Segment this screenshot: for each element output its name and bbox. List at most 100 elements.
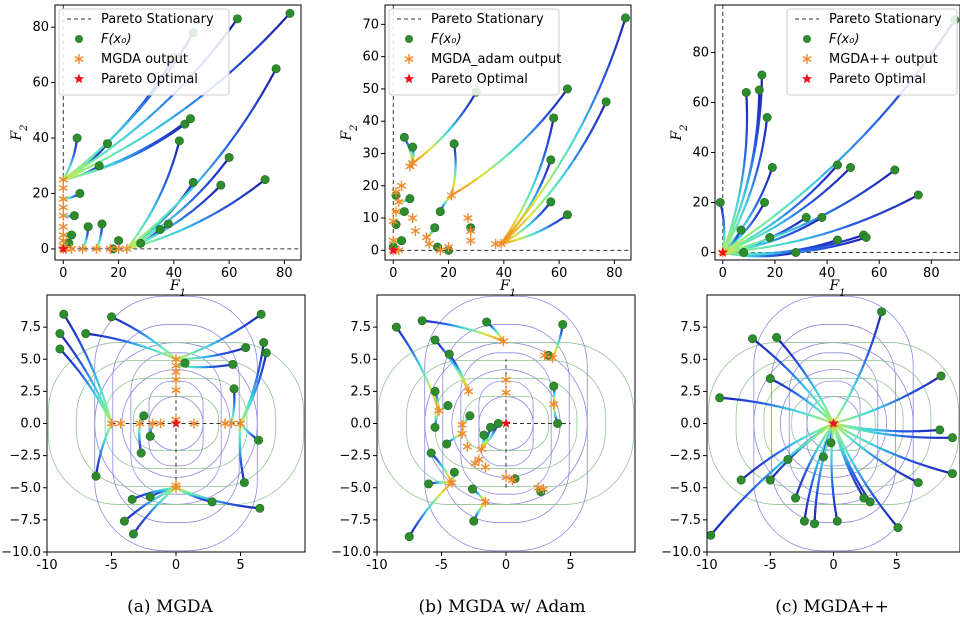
output-star-stroke <box>171 484 181 491</box>
trajectory-segment <box>751 480 762 491</box>
initial-point <box>180 119 190 129</box>
trajectory-segment <box>743 152 747 165</box>
output-star <box>220 418 230 429</box>
x-tick-label: 0 <box>59 266 67 281</box>
trajectory-segment <box>730 222 736 235</box>
trajectory-segment <box>160 182 167 192</box>
trajectory-segment <box>861 429 872 433</box>
trajectory-segment <box>894 396 904 402</box>
axes-frame <box>54 4 302 261</box>
trajectory-segment <box>96 379 102 389</box>
trajectory-segment <box>851 382 857 392</box>
output-star <box>480 462 491 473</box>
legend-label: Pareto Optimal <box>101 72 198 87</box>
trajectory-segment <box>863 354 869 364</box>
trajectory-segment <box>166 168 172 179</box>
output-star <box>155 418 166 429</box>
output-star-stroke <box>58 204 68 211</box>
initial-point <box>83 222 93 232</box>
trajectory-segment <box>867 408 877 414</box>
trajectory-segment <box>835 173 845 183</box>
trajectory-segment <box>584 130 593 143</box>
initial-point <box>465 411 475 421</box>
trajectory-segment <box>731 212 737 225</box>
output-star-stroke <box>538 485 549 493</box>
trajectory-segment <box>726 235 733 246</box>
x-tick-label: 5 <box>236 558 244 573</box>
contour-blue <box>94 295 258 552</box>
trajectory-segment <box>762 346 771 354</box>
trajectory-segment <box>169 128 180 136</box>
trajectory-segment <box>882 205 897 214</box>
y-axis-label: F2 <box>9 124 30 141</box>
trajectory-segment <box>90 365 96 376</box>
trajectory-segment <box>838 436 845 446</box>
initial-point <box>185 114 195 124</box>
trajectory-segment <box>252 93 263 109</box>
initial-point <box>180 358 190 368</box>
initial-point <box>936 371 946 381</box>
trajectory-segment <box>810 245 822 250</box>
output-star <box>443 242 454 253</box>
legend-fx0-swatch <box>803 35 811 43</box>
trajectory-segment <box>840 402 847 412</box>
trajectory-segment <box>839 418 849 423</box>
trajectory-segment <box>795 376 803 385</box>
trajectory-segment <box>819 404 826 413</box>
initial-point <box>469 516 479 526</box>
trajectory-segment <box>845 236 857 242</box>
trajectory-segment <box>510 217 523 233</box>
initial-point <box>861 233 871 243</box>
trajectory-segment <box>761 458 770 465</box>
trajectory-segment <box>509 220 517 231</box>
trajectory-segment <box>513 213 521 224</box>
initial-point <box>103 139 113 149</box>
trajectory-segment <box>518 205 525 216</box>
x-tick-label: 5 <box>566 558 574 573</box>
output-star-stroke <box>77 245 88 253</box>
initial-point <box>69 211 79 221</box>
trajectory-segment <box>877 502 885 511</box>
trajectory-segment <box>740 172 745 185</box>
output-star-stroke <box>155 420 166 427</box>
trajectory-segment <box>70 326 77 335</box>
initial-point <box>254 435 264 445</box>
x-tick-label: -10 <box>366 558 387 573</box>
trajectory-segment <box>513 140 524 150</box>
trajectory-segment <box>772 242 788 247</box>
trajectory-segment <box>725 397 736 401</box>
trajectory <box>239 341 265 425</box>
trajectory-segment <box>829 243 841 248</box>
initial-point <box>417 316 427 326</box>
x-tick-label: 5 <box>893 558 901 573</box>
trajectory-segment <box>813 427 823 434</box>
y-tick-label: −10.0 <box>661 545 701 560</box>
trajectory-segment <box>874 405 884 411</box>
trajectory-segment <box>869 339 874 350</box>
output-star <box>466 235 476 246</box>
trajectory-segment <box>66 319 73 329</box>
trajectory-segment <box>790 210 801 218</box>
y-tick-label: 40 <box>692 146 709 161</box>
trajectory-segment <box>906 435 916 439</box>
trajectory-segment <box>189 220 201 227</box>
trajectory-segment <box>483 166 494 175</box>
trajectory-segment <box>814 398 822 407</box>
trajectory-segment <box>522 198 529 208</box>
x-tick-label: 60 <box>871 266 888 281</box>
output-star <box>463 386 474 397</box>
trajectory-segment <box>467 178 478 186</box>
trajectory-segment <box>172 228 184 235</box>
legend-label: F(x₀) <box>829 32 860 47</box>
trajectory-segment <box>112 136 127 148</box>
y-tick-label: −2.5 <box>339 449 371 464</box>
trajectory-segment <box>772 251 782 255</box>
trajectory-segment <box>774 460 785 469</box>
trajectory-segment <box>927 465 938 471</box>
x-tick-label: 40 <box>819 266 836 281</box>
trajectory-segment <box>217 163 225 173</box>
x-tick-label: 80 <box>276 266 293 281</box>
y-tick-label: 7.5 <box>350 320 371 335</box>
legend-label: Pareto Stationary <box>101 12 214 27</box>
output-star <box>457 428 467 439</box>
